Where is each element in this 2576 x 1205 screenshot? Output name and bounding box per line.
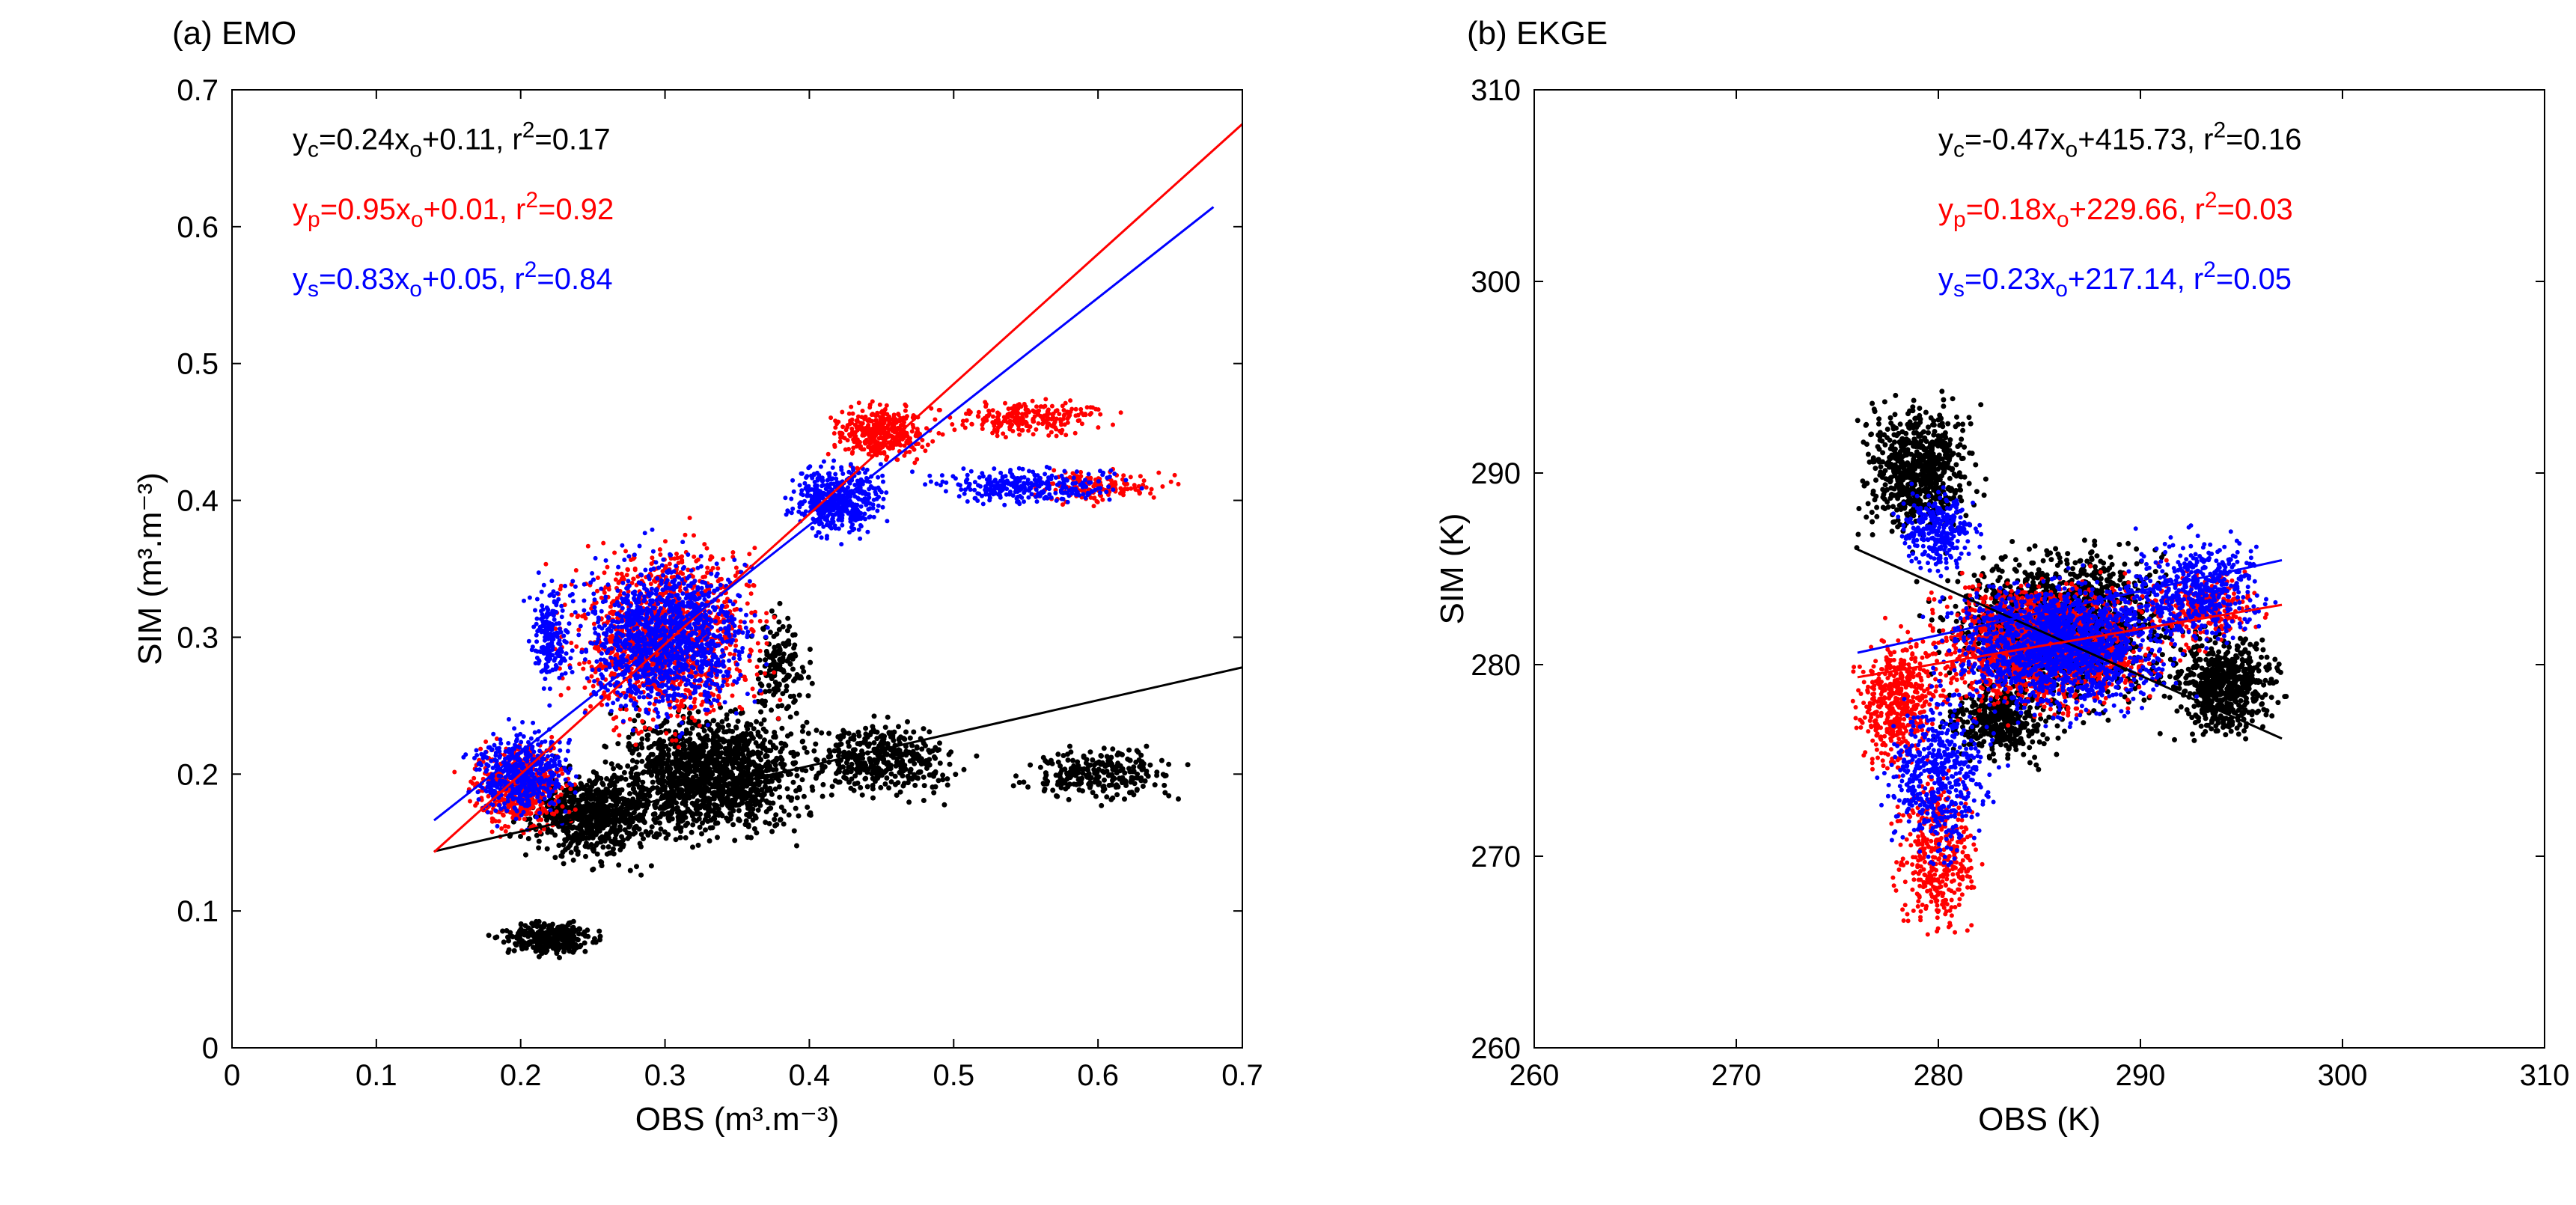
regression-annotation: yc=-0.47xo+415.73, r2=0.16 bbox=[1938, 118, 2301, 162]
xtick-label: 0.4 bbox=[789, 1059, 831, 1092]
regression-annotation: yc=0.24xo+0.11, r2=0.17 bbox=[293, 118, 611, 162]
xtick-label: 0.6 bbox=[1077, 1059, 1119, 1092]
xtick-label: 0.1 bbox=[355, 1059, 397, 1092]
y-axis-label: SIM (K) bbox=[1437, 513, 1471, 624]
xtick-label: 0.2 bbox=[500, 1059, 542, 1092]
regression-annotation: yp=0.95xo+0.01, r2=0.92 bbox=[293, 188, 614, 232]
ytick-label: 310 bbox=[1471, 75, 1521, 107]
ytick-label: 270 bbox=[1471, 841, 1521, 873]
ytick-label: 290 bbox=[1471, 457, 1521, 490]
ytick-label: 0.6 bbox=[177, 211, 219, 244]
regression-annotation: ys=0.83xo+0.05, r2=0.84 bbox=[293, 257, 613, 302]
ytick-label: 300 bbox=[1471, 266, 1521, 299]
xtick-label: 300 bbox=[2318, 1059, 2368, 1092]
xtick-label: 0 bbox=[224, 1059, 240, 1092]
xtick-label: 0.3 bbox=[644, 1059, 686, 1092]
xtick-label: 290 bbox=[2116, 1059, 2166, 1092]
panel-b-title: (b) EKGE bbox=[1467, 15, 1608, 52]
x-axis-label: OBS (m³.m⁻³) bbox=[635, 1101, 840, 1138]
panel-b: 260270280290300310260270280290300310OBS … bbox=[1437, 75, 2575, 1160]
ytick-label: 280 bbox=[1471, 649, 1521, 682]
ytick-label: 0.5 bbox=[177, 348, 219, 381]
ytick-label: 0 bbox=[202, 1032, 219, 1065]
xtick-label: 310 bbox=[2520, 1059, 2570, 1092]
regression-annotation: ys=0.23xo+217.14, r2=0.05 bbox=[1938, 257, 2292, 302]
xtick-label: 280 bbox=[1914, 1059, 1964, 1092]
panel-a-title: (a) EMO bbox=[172, 15, 296, 52]
ytick-label: 0.7 bbox=[177, 75, 219, 107]
ytick-label: 260 bbox=[1471, 1032, 1521, 1065]
regression-annotation: yp=0.18xo+229.66, r2=0.03 bbox=[1938, 188, 2293, 232]
panel-a: 0 0.1 0.2 0.3 0.4 0.5 0.6 0.7 0 0.1 0.2 0.3 0.4 0.5 0.… bbox=[135, 75, 1272, 1160]
xtick-label: 0.5 bbox=[933, 1059, 974, 1092]
figure-container: (a) EMO 0 0.1 0.2 0.3 0.4 0.5 0.6 0.7 0 0.1 0.2 0.3… bbox=[0, 0, 2576, 1205]
ytick-label: 0.2 bbox=[177, 758, 219, 791]
ytick-label: 0.4 bbox=[177, 485, 219, 518]
ytick-label: 0.3 bbox=[177, 621, 219, 654]
xtick-label: 0.7 bbox=[1221, 1059, 1263, 1092]
x-axis-label: OBS (K) bbox=[1978, 1101, 2101, 1138]
y-axis-label: SIM (m³.m⁻³) bbox=[135, 472, 168, 665]
ytick-label: 0.1 bbox=[177, 895, 219, 928]
xtick-label: 270 bbox=[1712, 1059, 1762, 1092]
